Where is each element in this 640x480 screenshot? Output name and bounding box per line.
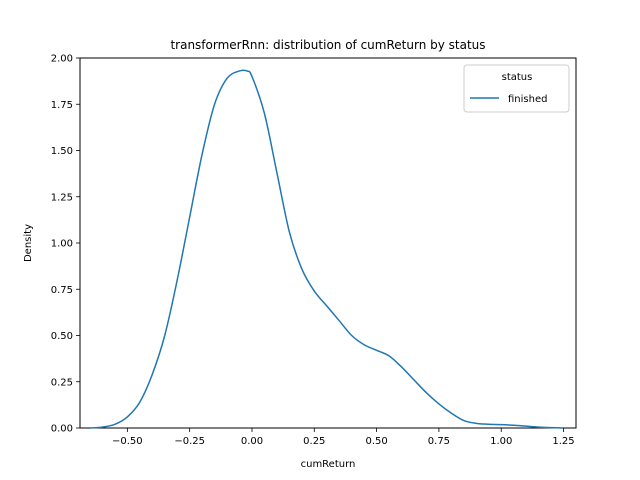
y-tick-label: 1.00 <box>51 239 73 250</box>
legend: status finished <box>463 64 570 113</box>
y-tick-label: 2.00 <box>51 54 73 65</box>
x-tick-label: 0.25 <box>303 436 325 447</box>
x-tick-label: −0.50 <box>112 436 143 447</box>
series-layer <box>89 69 564 429</box>
y-tick-label: 1.25 <box>51 192 73 203</box>
y-axis-ticks: 0.00 0.25 0.50 0.75 1.00 1.25 1.50 1.75 2.00 <box>51 54 80 435</box>
plot-frame <box>79 57 577 429</box>
legend-label-finished: finished <box>508 94 547 105</box>
plot-area: −0.50 −0.25 0.00 0.25 0.50 0.75 1.00 1.25 0.000… <box>51 54 577 447</box>
chart-title: transformerRnn: distribution of cumRetur… <box>170 38 485 52</box>
x-tick-label: 1.25 <box>552 436 574 447</box>
x-axis-ticks: −0.50 −0.25 0.00 0.25 0.50 0.75 1.00 1.25 <box>112 428 575 447</box>
legend-title: status <box>502 72 533 83</box>
legend-box <box>463 64 570 113</box>
x-tick-label: 0.50 <box>365 436 387 447</box>
x-tick-label: 0.00 <box>241 436 263 447</box>
y-tick-label: 1.75 <box>51 100 73 111</box>
x-tick-label: 1.00 <box>490 436 512 447</box>
x-tick-label: 0.75 <box>428 436 450 447</box>
y-tick-label: 0.25 <box>51 377 73 388</box>
y-axis-label: Density <box>23 224 34 262</box>
y-tick-label: 1.50 <box>51 146 73 157</box>
x-tick-label: −0.25 <box>174 436 205 447</box>
series-line-finished <box>89 69 564 429</box>
y-tick-label: 0.75 <box>51 285 73 296</box>
y-tick-label: 0.50 <box>51 331 73 342</box>
x-axis-label: cumReturn <box>301 459 356 470</box>
y-tick-label: 0.00 <box>51 424 73 435</box>
